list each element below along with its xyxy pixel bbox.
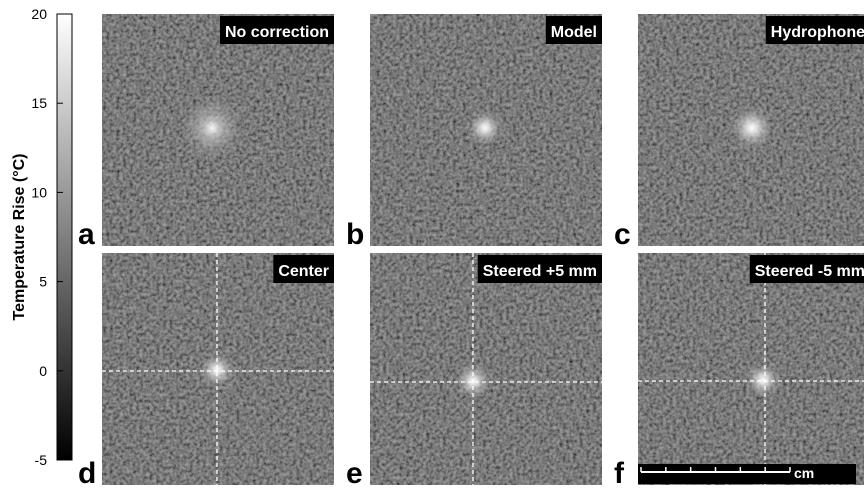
panel-letter: d	[78, 457, 96, 490]
panel: Center d	[78, 253, 334, 490]
panel: Steered +5 mm e	[346, 253, 602, 490]
panel-letter: f	[614, 457, 625, 490]
colorbar-tick-label: 10	[31, 184, 47, 200]
panel-title: Hydrophone	[771, 24, 864, 41]
panel: Steered -5 mm f	[614, 253, 864, 490]
panel: Model b	[346, 14, 602, 251]
panel-letter: b	[346, 218, 364, 251]
colorbar-tick-label: 20	[31, 6, 47, 22]
panel-title: Model	[551, 24, 597, 41]
colorbar	[57, 14, 72, 460]
scale-bar-box	[638, 464, 856, 484]
panel: Hydrophone c	[614, 14, 864, 251]
hot-spot	[730, 106, 774, 150]
colorbar-tick-label: 5	[39, 274, 47, 290]
colorbar-tick-label: -5	[35, 452, 48, 468]
colorbar-tick-label: 0	[39, 363, 47, 379]
panel-title: Steered +5 mm	[483, 263, 597, 280]
colorbar-label: Temperature Rise (°C)	[11, 153, 28, 320]
hot-spot	[178, 94, 246, 162]
panel-title: Steered -5 mm	[755, 263, 864, 280]
panel: No correction a	[78, 14, 334, 251]
panel-letter: a	[78, 218, 95, 251]
panel-letter: e	[346, 457, 363, 490]
panel-title: No correction	[225, 24, 329, 41]
figure: Temperature Rise (°C) -5 0 5 10 15 20 No corr…	[0, 0, 864, 494]
panel-title: Center	[278, 263, 329, 280]
scale-bar-label: cm	[794, 465, 814, 481]
hot-spot	[467, 110, 503, 146]
hot-spot	[745, 362, 781, 398]
colorbar-tick-label: 15	[31, 95, 47, 111]
panel-letter: c	[614, 218, 631, 251]
